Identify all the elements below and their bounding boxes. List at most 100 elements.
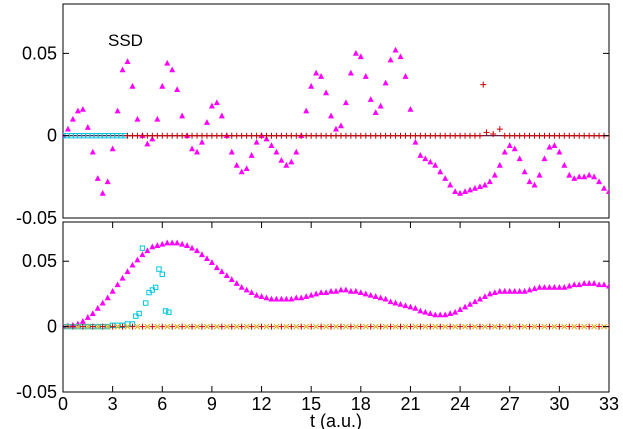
data-point [84,323,91,330]
data-point [471,184,478,191]
data-point [248,152,255,158]
data-point [382,323,389,330]
data-point [511,323,518,330]
x-tick-label: 21 [400,394,420,414]
data-point [288,158,295,165]
data-point [402,302,409,309]
data-point [571,323,578,330]
data-point [483,129,490,136]
data-point [75,323,81,330]
data-point [278,156,285,163]
data-point [263,294,270,301]
data-point [218,112,225,119]
data-point [417,323,424,330]
data-point [472,323,478,330]
data-point [417,152,424,158]
data-point [79,323,86,330]
data-point [198,323,205,330]
data-point [596,281,603,288]
data-point [377,323,384,330]
data-point [467,300,474,307]
data-point [442,323,449,330]
data-point [377,294,384,301]
data-point [243,165,250,172]
data-point [561,323,568,330]
data-point [194,323,200,330]
data-point [586,280,593,286]
data-point [372,109,379,116]
data-point [129,261,136,268]
data-point [432,161,439,168]
x-axis-label: t (a.u.) [310,411,362,429]
data-point [84,314,91,320]
data-point [457,323,464,330]
data-point [516,155,523,162]
data-point [144,140,151,147]
x-tick-label: 9 [207,394,217,414]
data-point [333,125,339,132]
data-point [412,323,419,330]
data-point [516,287,523,294]
data-point [467,186,474,193]
data-point [114,107,121,114]
data-point [328,323,335,330]
data-point [156,266,162,272]
data-point [372,323,379,330]
data-point [169,66,176,73]
series-group [63,46,609,196]
data-point [521,287,528,294]
data-point [124,58,131,65]
data-point [556,323,563,330]
data-point [407,323,414,330]
data-point [166,309,172,315]
data-point [159,240,166,247]
x-tick-label: 6 [157,394,167,414]
data-point [104,323,111,330]
data-point [248,289,255,296]
data-point [412,138,419,145]
data-point [432,323,439,330]
data-point [303,323,310,330]
data-point [367,96,374,102]
data-point [576,173,583,180]
data-point [333,323,339,330]
data-point [119,323,126,330]
data-point [551,323,558,330]
data-point [278,323,285,330]
x-tick-label: 27 [500,394,520,414]
data-point [541,283,548,290]
data-point [288,295,295,302]
data-point [313,290,320,297]
data-point [556,283,563,290]
data-point [412,304,419,311]
data-point [447,323,454,330]
data-point [526,178,533,185]
plot-frame [62,221,610,393]
data-point [204,323,210,330]
data-point [152,284,159,291]
data-point [164,239,171,246]
data-point [491,289,498,296]
data-point [109,287,116,294]
data-point [238,283,245,290]
data-point [268,142,275,148]
data-point [476,295,483,302]
data-point [134,323,141,330]
data-point [208,259,215,265]
data-point [490,131,497,138]
data-point [154,115,161,122]
data-point [481,181,488,188]
data-point [442,311,449,318]
data-point [437,311,444,318]
data-point [447,310,454,316]
data-point [566,323,573,330]
data-point [462,303,469,310]
data-point [482,323,488,330]
data-point [571,175,578,181]
data-point [367,291,374,298]
x-tick-label: 0 [58,394,68,414]
data-point [576,323,583,330]
data-point [511,145,518,152]
